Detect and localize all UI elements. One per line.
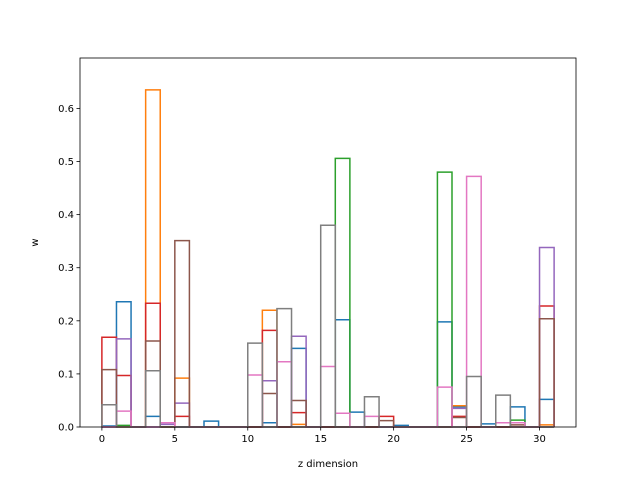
x-tick-label-1: 5: [172, 434, 178, 445]
x-tick-label-3: 15: [314, 434, 327, 445]
axis-ticks: 0 5 10 15 20 25 30 0.0 0.1 0.2 0.3 0.4 0.5 0.6: [58, 104, 546, 445]
histogram-series-7: [101, 224, 555, 428]
x-tick-label-0: 0: [99, 434, 105, 445]
y-tick-label-6: 0.6: [58, 104, 74, 115]
histogram-series-0: [101, 300, 555, 428]
y-axis-label: w: [30, 238, 41, 246]
x-tick-label-4: 20: [387, 434, 400, 445]
y-tick-label-5: 0.5: [58, 157, 74, 168]
histogram-series-2: [101, 157, 555, 428]
x-tick-label-2: 10: [241, 434, 254, 445]
histogram-series-4: [101, 246, 555, 428]
histogram-series-6: [101, 175, 555, 428]
histogram-outlines: [101, 89, 555, 428]
y-tick-label-3: 0.3: [58, 263, 74, 274]
x-tick-label-5: 25: [460, 434, 473, 445]
histogram-series-3: [101, 302, 555, 428]
histogram-series-1: [101, 89, 555, 428]
y-tick-label-2: 0.2: [58, 316, 74, 327]
histogram-series-5: [101, 239, 555, 428]
axes-frame: [79, 57, 577, 428]
y-tick-label-1: 0.1: [58, 369, 74, 380]
y-tick-label-4: 0.4: [58, 210, 74, 221]
x-tick-label-6: 30: [533, 434, 546, 445]
y-tick-label-0: 0.0: [58, 423, 74, 434]
x-axis-label: z dimension: [298, 459, 358, 470]
